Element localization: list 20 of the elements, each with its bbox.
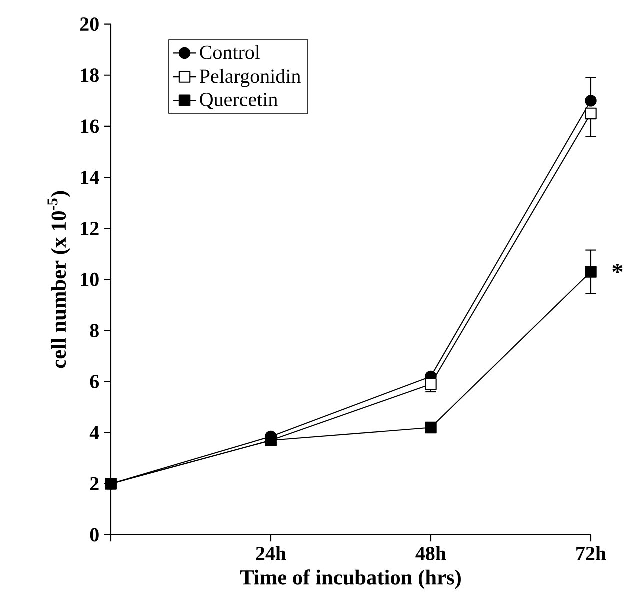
- y-tick-label: 8: [90, 324, 99, 338]
- x-tick-label: 48h: [416, 546, 446, 560]
- y-tick-label: 4: [90, 426, 100, 440]
- y-axis-title: cell number (x 10$^{-5}$): [48, 191, 70, 368]
- y-tick-label: 0: [90, 528, 99, 542]
- y-tick-label: 6: [90, 375, 100, 389]
- x-tick-label: 72h: [576, 546, 606, 560]
- legend-label: Quercetin: [200, 93, 278, 110]
- legend-label: Pelargonidin: [200, 69, 301, 88]
- x-tick-label: 24h: [256, 546, 286, 560]
- annotation: *: [612, 264, 623, 274]
- x-axis-title: Time of incubation (hrs): [240, 570, 461, 590]
- y-tick-label: 10: [81, 272, 99, 286]
- y-tick-label: 12: [81, 222, 99, 236]
- y-tick-label: 2: [90, 477, 99, 491]
- y-tick-label: 16: [81, 120, 100, 134]
- y-tick-label: 18: [81, 68, 99, 82]
- y-tick-label: 14: [81, 170, 100, 184]
- y-tick-label: 20: [80, 18, 99, 32]
- legend-label: Control: [200, 45, 260, 60]
